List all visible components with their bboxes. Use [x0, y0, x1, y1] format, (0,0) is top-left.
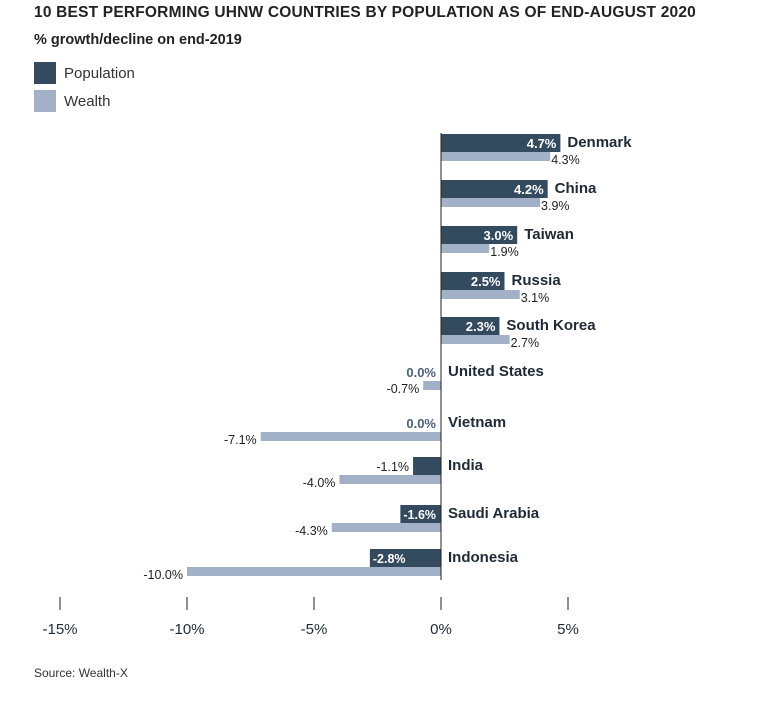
wealth-bar-south-korea	[441, 335, 510, 344]
population-label-united-states: 0.0%	[406, 365, 436, 380]
population-label-south-korea: 2.3%	[466, 319, 496, 334]
legend-item-wealth: Wealth	[34, 87, 135, 115]
category-label-united-states: United States	[448, 363, 544, 380]
population-bar-china	[441, 180, 548, 198]
category-label-saudi-arabia: Saudi Arabia	[448, 505, 540, 522]
wealth-label-denmark: 4.3%	[551, 153, 580, 167]
wealth-bar-russia	[441, 290, 520, 299]
x-tick-label-3: 0%	[430, 621, 452, 638]
population-label-denmark: 4.7%	[527, 136, 557, 151]
x-tick-label-2: -5%	[301, 621, 328, 638]
wealth-bar-united-states	[423, 381, 441, 390]
legend-item-population: Population	[34, 59, 135, 87]
wealth-bar-indonesia	[187, 567, 441, 576]
population-label-russia: 2.5%	[471, 274, 501, 289]
x-tick-label-1: -10%	[169, 621, 204, 638]
category-label-vietnam: Vietnam	[448, 414, 506, 431]
wealth-bar-taiwan	[441, 244, 490, 253]
category-label-denmark: Denmark	[567, 134, 632, 151]
wealth-label-india: -4.0%	[303, 476, 336, 490]
category-label-india: India	[448, 457, 484, 474]
chart-title: 10 BEST PERFORMING UHNW COUNTRIES BY POP…	[34, 4, 696, 21]
chart-subtitle: % growth/decline on end-2019	[34, 32, 242, 48]
population-label-taiwan: 3.0%	[484, 228, 514, 243]
wealth-bar-china	[441, 198, 541, 207]
category-label-russia: Russia	[512, 272, 562, 289]
wealth-bar-vietnam	[260, 432, 441, 441]
population-bar-saudi-arabia	[400, 505, 441, 523]
population-bar-denmark	[441, 134, 561, 152]
x-tick-label-0: -15%	[42, 621, 77, 638]
legend-swatch-population	[34, 62, 56, 84]
category-label-south-korea: South Korea	[506, 317, 596, 334]
wealth-label-saudi-arabia: -4.3%	[295, 524, 328, 538]
population-bar-south-korea	[441, 317, 500, 335]
x-tick-label-4: 5%	[557, 621, 579, 638]
wealth-bar-denmark	[441, 152, 551, 161]
population-label-indonesia: -2.8%	[373, 552, 406, 566]
category-label-china: China	[555, 180, 597, 197]
wealth-label-south-korea: 2.7%	[511, 336, 539, 350]
population-label-vietnam: 0.0%	[406, 416, 436, 431]
wealth-label-vietnam: -7.1%	[224, 433, 257, 447]
population-bar-indonesia	[369, 549, 441, 567]
population-label-china: 4.2%	[514, 182, 544, 197]
wealth-bar-saudi-arabia	[331, 523, 441, 532]
legend-label-wealth: Wealth	[64, 92, 111, 110]
wealth-label-indonesia: -10.0%	[143, 568, 183, 582]
population-label-saudi-arabia: -1.6%	[403, 508, 436, 522]
category-label-indonesia: Indonesia	[448, 549, 519, 566]
category-label-taiwan: Taiwan	[524, 226, 574, 243]
legend-swatch-wealth	[34, 90, 56, 112]
population-label-india: -1.1%	[376, 460, 409, 474]
wealth-label-china: 3.9%	[541, 199, 570, 213]
legend: Population Wealth	[34, 59, 135, 115]
source-note: Source: Wealth-X	[34, 666, 128, 680]
legend-label-population: Population	[64, 64, 135, 82]
wealth-label-russia: 3.1%	[521, 291, 550, 305]
wealth-label-taiwan: 1.9%	[490, 245, 519, 259]
wealth-label-united-states: -0.7%	[387, 382, 420, 396]
population-bar-russia	[441, 272, 505, 290]
wealth-bar-india	[339, 475, 441, 484]
population-bar-taiwan	[441, 226, 518, 244]
population-bar-india	[413, 457, 441, 475]
